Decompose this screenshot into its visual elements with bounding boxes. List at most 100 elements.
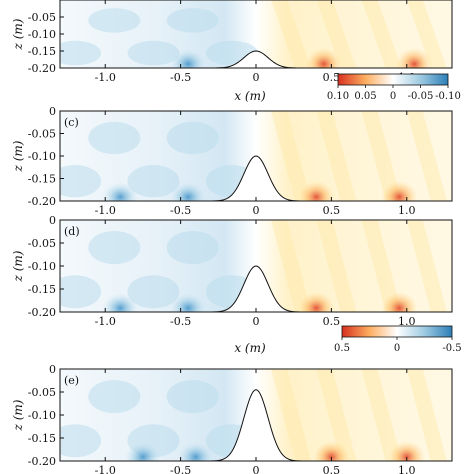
positive-band [406, 369, 447, 461]
y-tick-label: -0.05 [28, 237, 56, 250]
x-tick-label: 0.5 [323, 464, 341, 474]
y-tick-label: 0 [49, 105, 56, 118]
bump-body [192, 266, 320, 312]
bump-body [192, 51, 320, 68]
positive-extremum [298, 181, 335, 201]
positive-band [316, 111, 357, 201]
positive-band [361, 220, 402, 312]
colorbar-scale [337, 73, 449, 86]
negative-band [166, 380, 219, 414]
x-axis-label: x (m) [234, 89, 266, 103]
positive-extremum [298, 292, 335, 312]
x-tick-label: 0.5 [323, 71, 341, 84]
x-tick-label: -1.0 [95, 71, 116, 84]
y-tick-label: -0.05 [28, 386, 56, 399]
x-tick-label: 1.0 [398, 315, 416, 328]
y-tick-label: -0.05 [28, 128, 56, 141]
positive-band [271, 220, 312, 312]
negative-extremum [170, 49, 207, 68]
field-patterns [60, 111, 447, 201]
y-tick-label: -0.10 [28, 150, 56, 163]
y-axis-label: z (m) [11, 250, 25, 282]
x-tick-label: 1.0 [398, 204, 416, 217]
x-tick-label: 0 [253, 315, 260, 328]
x-tick-label: 0 [253, 204, 260, 217]
negative-extremum [177, 442, 214, 461]
colorbar-2: 0.5 0 -0.5 [334, 325, 462, 354]
negative-band [88, 8, 141, 33]
y-tick-label: -0.10 [28, 28, 56, 41]
negative-band [88, 121, 141, 155]
positive-band [406, 0, 447, 68]
negative-band [88, 380, 141, 414]
negative-extremum [170, 293, 207, 312]
x-axis-label: x (m) [234, 341, 266, 355]
field-patterns [60, 220, 447, 312]
panel-1: -0.05-0.10-0.15-0.20-1.0-0.500.51.0z (m) [11, 0, 453, 84]
y-tick-label: -0.10 [28, 409, 56, 422]
panel-4: 0 -0.05 -0.10 -0.15 -0.20 -1.0 -0.5 0 0.5 1.0 z (m… [11, 363, 453, 474]
x-tick-label: -0.5 [170, 71, 191, 84]
positive-extremum [396, 48, 433, 68]
x-tick-label: -0.5 [170, 204, 191, 217]
panel-2: 0 -0.05 -0.10 -0.15 -0.20 -1.0 -0.5 0 0.5 1.0 z (m… [11, 105, 453, 217]
negative-band [166, 231, 219, 265]
positive-band [271, 0, 312, 68]
y-tick-label: -0.15 [28, 173, 56, 186]
positive-band [271, 111, 312, 201]
negative-band [127, 40, 180, 66]
bump-body [192, 389, 320, 461]
positive-band [316, 0, 357, 68]
x-tick-label: 0 [253, 71, 260, 84]
negative-band [166, 8, 219, 33]
negative-band [60, 165, 102, 198]
colorbar-tick-label: 0.5 [334, 343, 350, 354]
x-tick-label: -0.5 [170, 315, 191, 328]
negative-extremum [102, 293, 139, 312]
chart-layer: -0.05 -0.10 -0.15 -0.20 -1.0 -0.5 0 0.5 1.0 z (m)… [11, 0, 462, 474]
bump-body [192, 156, 320, 201]
positive-band [316, 369, 357, 461]
positive-band [406, 220, 447, 312]
negative-extremum [102, 182, 139, 201]
y-tick-label: -0.20 [28, 306, 56, 319]
positive-band [271, 369, 312, 461]
panel-label: (e) [64, 374, 79, 387]
y-tick-label: -0.05 [28, 11, 56, 24]
field-patterns [60, 0, 447, 68]
negative-band [166, 121, 219, 155]
positive-extremum [313, 441, 350, 461]
colorbar-tick-label: -0.10 [435, 91, 461, 102]
y-tick-label: -0.15 [28, 432, 56, 445]
y-tick-label: -0.20 [28, 455, 56, 468]
y-axis-label: z (m) [11, 140, 25, 172]
colorbar-tick-label: 0.10 [327, 91, 349, 102]
x-tick-label: -1.0 [95, 464, 116, 474]
x-tick-label: 0 [253, 464, 260, 474]
y-tick-label: -0.10 [28, 260, 56, 273]
colorbar-tick-label: 0 [394, 343, 400, 354]
x-tick-label: 0.5 [323, 204, 341, 217]
y-tick-label: 0 [49, 214, 56, 227]
negative-band [60, 424, 102, 458]
panel-label: (d) [64, 225, 80, 238]
x-tick-label: 0.5 [323, 315, 341, 328]
panel-label: (c) [64, 116, 79, 129]
negative-band [127, 165, 180, 198]
negative-band [60, 40, 102, 66]
negative-band [127, 275, 180, 309]
colorbar-tick-label: 0.05 [354, 91, 376, 102]
y-tick-label: -0.15 [28, 283, 56, 296]
colorbar-tick-label: -0.5 [442, 343, 461, 354]
colorbar-1: 0.10 0.05 0 -0.05 -0.10 [327, 73, 461, 102]
y-tick-label: -0.20 [28, 62, 56, 75]
positive-band [361, 111, 402, 201]
x-tick-label: -0.5 [170, 464, 191, 474]
positive-band [361, 0, 402, 68]
positive-extremum [381, 181, 418, 201]
positive-extremum [305, 48, 342, 68]
x-tick-label: -1.0 [95, 204, 116, 217]
negative-extremum [170, 182, 207, 201]
x-tick-label: -1.0 [95, 315, 116, 328]
